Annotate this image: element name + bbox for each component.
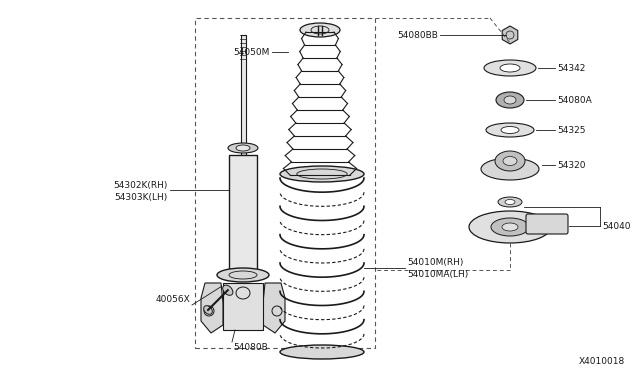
Ellipse shape [500,64,520,72]
Text: X4010018: X4010018 [579,357,625,366]
Ellipse shape [204,306,212,314]
Bar [229,155,257,272]
Ellipse shape [504,96,516,104]
Bar [241,35,246,155]
Text: 54302K(RH): 54302K(RH) [114,180,168,189]
Ellipse shape [498,197,522,207]
Ellipse shape [300,23,340,37]
Text: 54040: 54040 [602,221,630,231]
Bar [223,283,263,330]
Ellipse shape [280,345,364,359]
Text: 54080A: 54080A [557,96,592,105]
Text: 40056X: 40056X [156,295,190,305]
Text: 54080B: 54080B [233,343,268,352]
Ellipse shape [502,223,518,231]
Ellipse shape [484,60,536,76]
Text: 54050M: 54050M [234,48,270,57]
Text: 54325: 54325 [557,125,586,135]
Ellipse shape [228,143,258,153]
Ellipse shape [501,126,519,134]
Ellipse shape [236,145,250,151]
Polygon shape [201,283,223,333]
Ellipse shape [486,123,534,137]
Bar [195,18,375,348]
Ellipse shape [496,92,524,108]
Ellipse shape [481,158,539,180]
Ellipse shape [503,157,517,166]
Ellipse shape [491,218,529,236]
Polygon shape [263,283,285,333]
Ellipse shape [505,199,515,205]
Ellipse shape [223,285,233,295]
Text: 54080BB: 54080BB [397,31,438,39]
Ellipse shape [280,166,364,182]
Ellipse shape [469,211,551,243]
Ellipse shape [495,151,525,171]
Text: 54010MA(LH): 54010MA(LH) [407,270,468,279]
Text: 54320: 54320 [557,160,586,170]
Text: 54342: 54342 [557,64,586,73]
Ellipse shape [217,268,269,282]
FancyBboxPatch shape [526,214,568,234]
Text: 54010M(RH): 54010M(RH) [407,259,463,267]
Text: 54303K(LH): 54303K(LH) [115,192,168,202]
